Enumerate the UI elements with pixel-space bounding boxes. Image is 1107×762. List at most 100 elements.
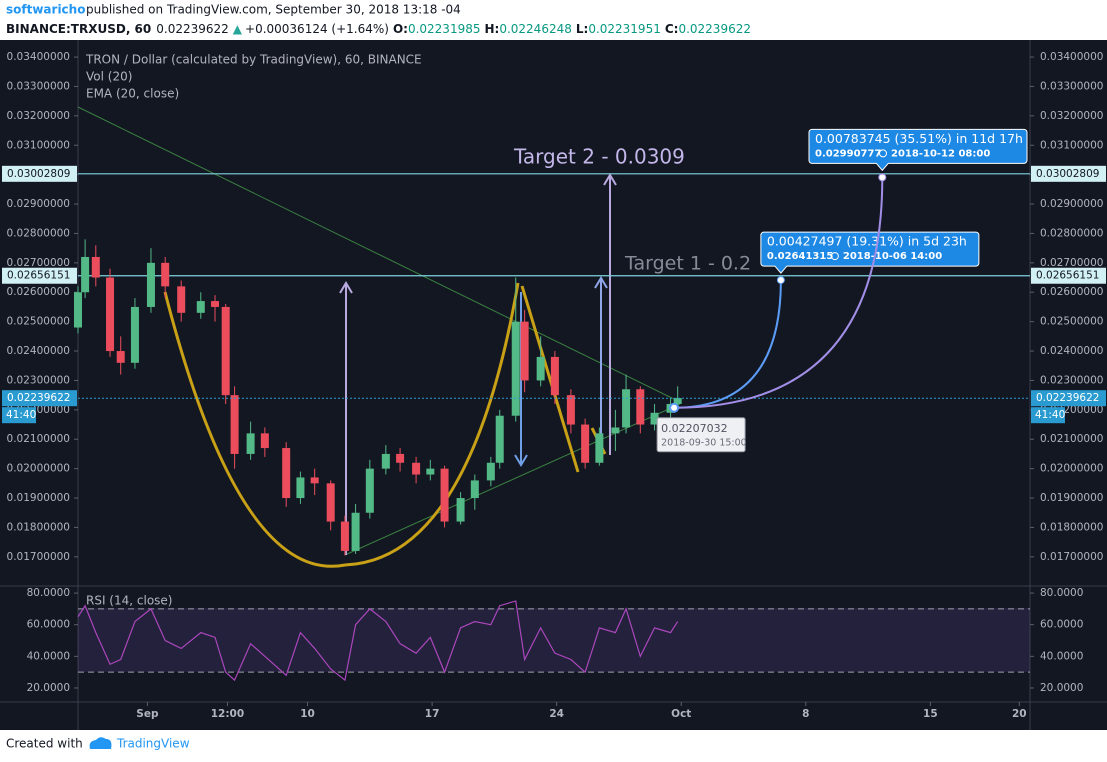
level-label: 0.03002809 bbox=[7, 168, 70, 180]
y-tick-label: 0.01900000 bbox=[7, 492, 70, 504]
candle-body bbox=[636, 389, 645, 425]
rsi-tick-label: 60.0000 bbox=[27, 619, 70, 631]
x-tick-label: 12:00 bbox=[211, 708, 244, 720]
x-tick-label: 15 bbox=[923, 708, 938, 720]
footer-brand[interactable]: TradingView bbox=[116, 737, 190, 751]
y-tick-label: 0.01700000 bbox=[1040, 551, 1103, 563]
level-label-box bbox=[1031, 165, 1106, 182]
trend-line bbox=[344, 403, 681, 556]
h: 0.02246248 bbox=[499, 22, 572, 36]
projection-curve bbox=[674, 280, 782, 409]
level-label-box bbox=[2, 267, 77, 284]
rsi-tick-label: 20.0000 bbox=[27, 682, 70, 694]
y-tick-label: 0.01900000 bbox=[1040, 492, 1103, 504]
candle-body bbox=[146, 262, 155, 307]
o-label: O: bbox=[393, 22, 408, 36]
y-tick-label: 0.02500000 bbox=[1040, 316, 1103, 328]
candle-body bbox=[495, 415, 504, 463]
candle-body bbox=[230, 395, 239, 454]
candle-body bbox=[296, 477, 305, 499]
candle-body bbox=[177, 286, 186, 313]
projection-curve bbox=[674, 177, 884, 409]
c: 0.02239622 bbox=[678, 22, 751, 36]
candle-body bbox=[351, 512, 360, 551]
y-tick-label: 0.02600000 bbox=[7, 286, 70, 298]
candle-body bbox=[74, 292, 82, 328]
candle-body bbox=[91, 256, 100, 278]
y-tick-label: 0.02700000 bbox=[1040, 257, 1103, 269]
y-tick-label: 0.02900000 bbox=[7, 198, 70, 210]
y-tick-label: 0.03300000 bbox=[1040, 80, 1103, 92]
brand-logo bbox=[89, 737, 112, 749]
candle-body bbox=[440, 468, 449, 522]
candle-body bbox=[130, 306, 139, 363]
x-tick-label: 8 bbox=[802, 708, 809, 720]
last-price-box bbox=[1031, 390, 1106, 407]
rsi-tick-label: 40.0000 bbox=[1040, 650, 1083, 662]
candle-body bbox=[106, 277, 115, 352]
x-tick-label: 24 bbox=[549, 708, 564, 720]
candle-body bbox=[326, 483, 335, 522]
change: +0.00036124 (+1.64%) bbox=[245, 22, 389, 36]
tooltip-price: 0.02207032 bbox=[661, 422, 727, 435]
y-tick-label: 0.03300000 bbox=[7, 80, 70, 92]
countdown-box bbox=[2, 407, 36, 424]
candle-body bbox=[340, 521, 349, 551]
candle-body bbox=[196, 301, 205, 313]
y-tick-label: 0.01700000 bbox=[7, 551, 70, 563]
y-tick-label: 0.01800000 bbox=[1040, 521, 1103, 533]
candle-body bbox=[211, 301, 220, 307]
projection-time: 2018-10-12 08:00 bbox=[891, 148, 990, 159]
rsi-tick-label: 60.0000 bbox=[1040, 619, 1083, 631]
y-tick-label: 0.02600000 bbox=[1040, 286, 1103, 298]
indicator: Vol (20) bbox=[86, 70, 132, 84]
candle-body bbox=[581, 424, 590, 463]
author[interactable]: softwaricho bbox=[6, 3, 85, 17]
last: 0.02239622 bbox=[156, 22, 229, 36]
projection-point bbox=[776, 276, 785, 285]
arrow: ▲ bbox=[233, 22, 243, 36]
candle-body bbox=[365, 468, 374, 513]
y-tick-label: 0.02400000 bbox=[7, 345, 70, 357]
candle-body bbox=[396, 453, 405, 463]
y-tick-label: 0.02500000 bbox=[7, 316, 70, 328]
rsi-line bbox=[77, 600, 679, 682]
candle-body bbox=[310, 477, 319, 484]
candle-body bbox=[550, 356, 559, 396]
projection-box bbox=[808, 128, 1028, 172]
measure-arrows bbox=[339, 173, 617, 555]
candle-body bbox=[260, 433, 269, 449]
published-note: published on TradingView.com, September … bbox=[86, 3, 461, 17]
candle-body bbox=[426, 468, 435, 475]
level-label-box bbox=[2, 165, 77, 182]
countdown: 41:40 bbox=[1035, 409, 1065, 421]
candle-body bbox=[412, 462, 421, 475]
y-tick-label: 0.02900000 bbox=[1040, 198, 1103, 210]
projection-point bbox=[878, 173, 887, 182]
y-tick-label: 0.02800000 bbox=[7, 227, 70, 239]
o: 0.02231985 bbox=[408, 22, 481, 36]
projection-price: 0.02641315 bbox=[767, 251, 833, 262]
candle-body bbox=[650, 412, 659, 425]
chart-title: TRON / Dollar (calculated by TradingView… bbox=[85, 53, 422, 67]
last-price-box bbox=[2, 390, 77, 407]
symbol-name: BINANCE:TRXUSD, 60 bbox=[6, 22, 151, 36]
y-tick-label: 0.02300000 bbox=[7, 374, 70, 386]
y-tick-label: 0.02000000 bbox=[7, 463, 70, 475]
candle-body bbox=[520, 321, 529, 381]
rsi-tick-label: 80.0000 bbox=[1040, 587, 1083, 599]
c-label: C: bbox=[665, 22, 679, 36]
candle-body bbox=[470, 480, 479, 499]
y-tick-label: 0.02700000 bbox=[7, 257, 70, 269]
x-tick-label: Sep bbox=[136, 708, 159, 720]
countdown: 41:40 bbox=[6, 409, 36, 421]
tooltip-time: 2018-09-30 15:00 bbox=[661, 437, 747, 448]
footer-created: Created with bbox=[6, 737, 83, 751]
y-tick-label: 0.02800000 bbox=[1040, 227, 1103, 239]
projection-label: 0.00783745 (35.51%) in 11d 17h bbox=[815, 131, 1023, 146]
last-price-label: 0.02239622 bbox=[7, 392, 70, 404]
candle-body bbox=[622, 389, 631, 428]
projection-label: 0.00427497 (19.31%) in 5d 23h bbox=[767, 234, 967, 249]
cup-curve bbox=[163, 282, 520, 568]
candle-body bbox=[161, 262, 170, 287]
